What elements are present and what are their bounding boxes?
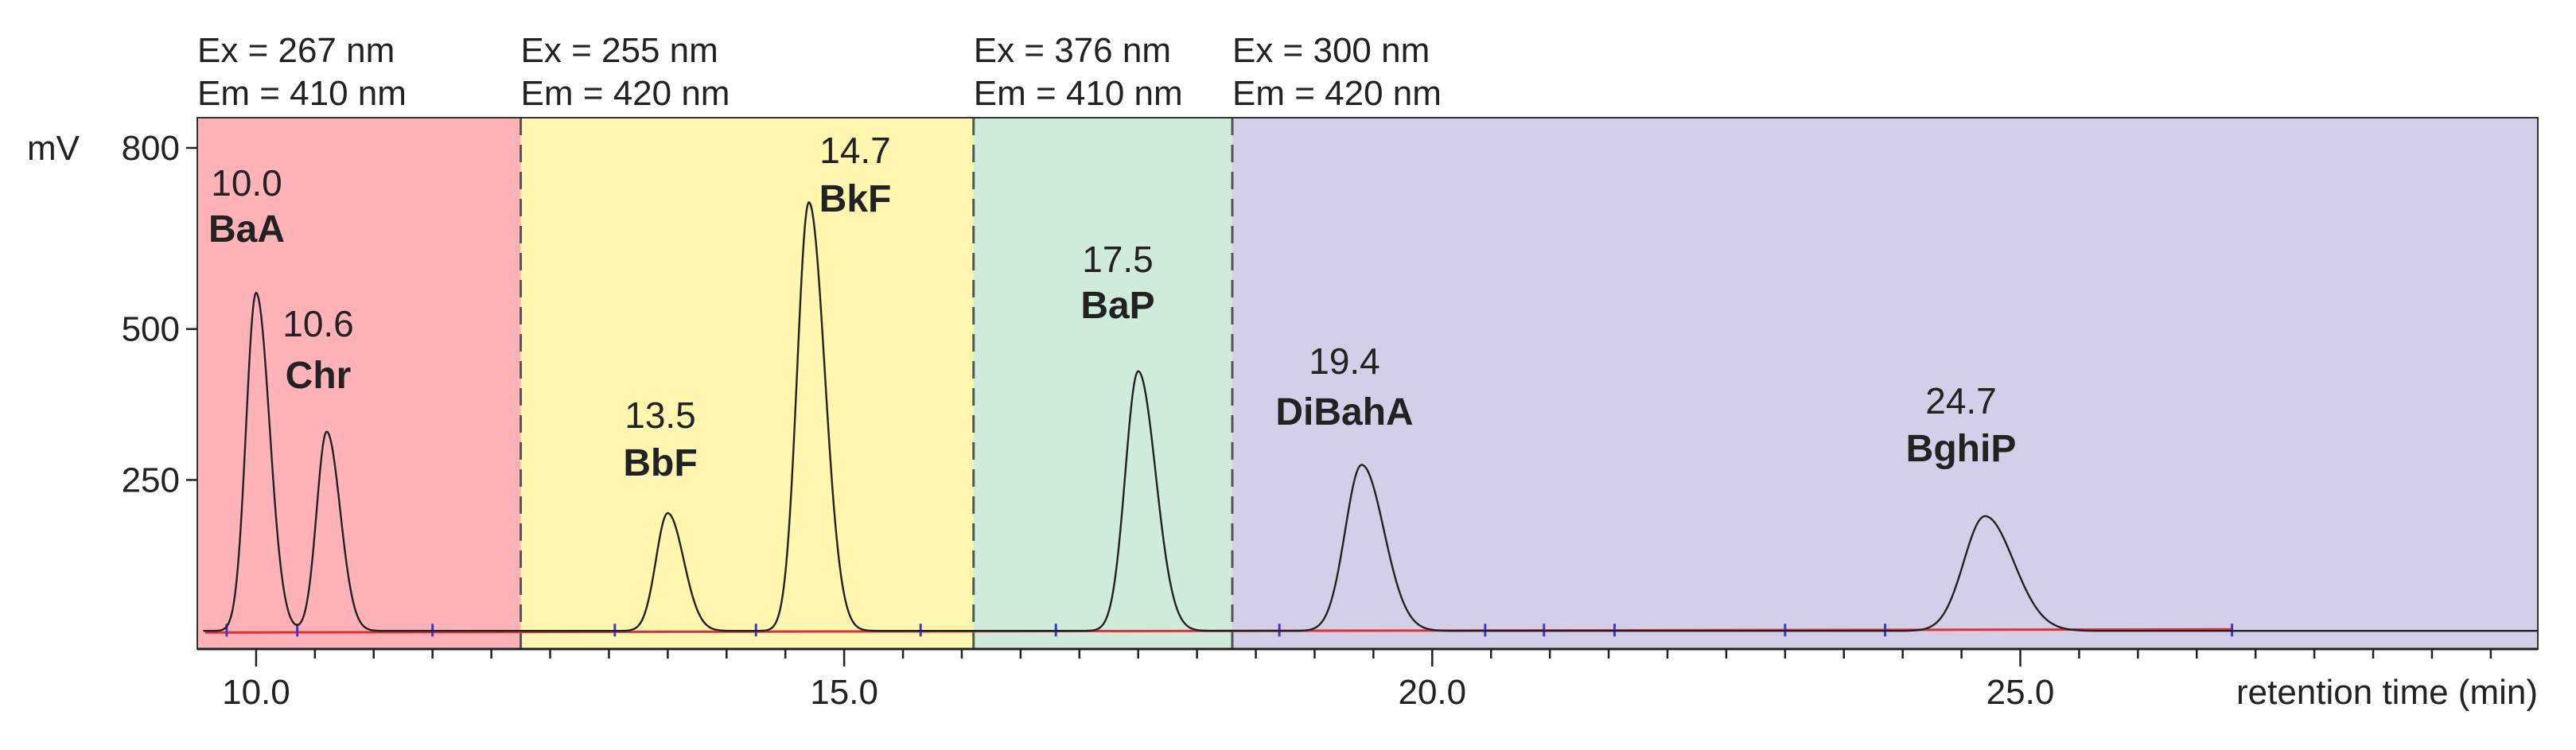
window-dividers [519, 118, 1234, 649]
window-band-4 [1232, 118, 2538, 649]
peak-compound-label: BaA [208, 208, 285, 251]
peak-compound-label: BbF [623, 442, 697, 484]
trace-layer [203, 201, 2538, 632]
y-axis-label: mV [27, 129, 80, 168]
window-em-label: Em = 410 nm [974, 74, 1183, 113]
peak-rt-label: 19.4 [1309, 340, 1380, 382]
y-tick-label: 800 [122, 129, 180, 168]
window-band-1 [197, 118, 521, 649]
window-ex-label: Ex = 267 nm [197, 31, 395, 70]
x-tick-label: 15.0 [810, 673, 878, 712]
peak-compound-label: DiBahA [1275, 391, 1413, 433]
window-em-label: Em = 420 nm [1232, 74, 1442, 113]
x-tick-label: 10.0 [222, 673, 290, 712]
peak-rt-label: 14.7 [819, 130, 891, 171]
peak-compound-label: BkF [819, 178, 892, 220]
y-tick-label: 500 [122, 310, 180, 349]
chromatogram-trace [203, 201, 2538, 632]
peak-compound-label: BghiP [1906, 428, 2017, 470]
x-axis-label: retention time (min) [2236, 673, 2538, 712]
window-band-3 [973, 118, 1232, 649]
peak-compound-label: Chr [286, 355, 352, 397]
x-tick-label: 20.0 [1398, 673, 1466, 712]
peak-rt-label: 17.5 [1082, 239, 1154, 280]
axes: 10.0 15.0 20.0 25.0 retention time (min) 250 5… [27, 117, 2539, 712]
peak-compound-label: BaP [1080, 285, 1154, 327]
window-ex-label: Ex = 376 nm [974, 31, 1171, 70]
x-tick-label: 25.0 [1986, 673, 2055, 712]
window-ex-label: Ex = 255 nm [521, 31, 718, 70]
peak-rt-label: 10.6 [282, 303, 354, 344]
detection-windows [197, 118, 2538, 649]
window-em-label: Em = 420 nm [521, 74, 730, 113]
window-ex-label: Ex = 300 nm [1232, 31, 1430, 70]
peak-rt-label: 10.0 [211, 162, 282, 204]
y-tick-label: 250 [122, 460, 180, 499]
peak-rt-label: 24.7 [1925, 380, 1997, 422]
peak-rt-label: 13.5 [625, 394, 696, 436]
window-headers: Ex = 267 nm Em = 410 nm Ex = 255 nm Em = 42… [197, 31, 1442, 113]
window-band-2 [520, 118, 974, 649]
window-em-label: Em = 410 nm [197, 74, 407, 113]
